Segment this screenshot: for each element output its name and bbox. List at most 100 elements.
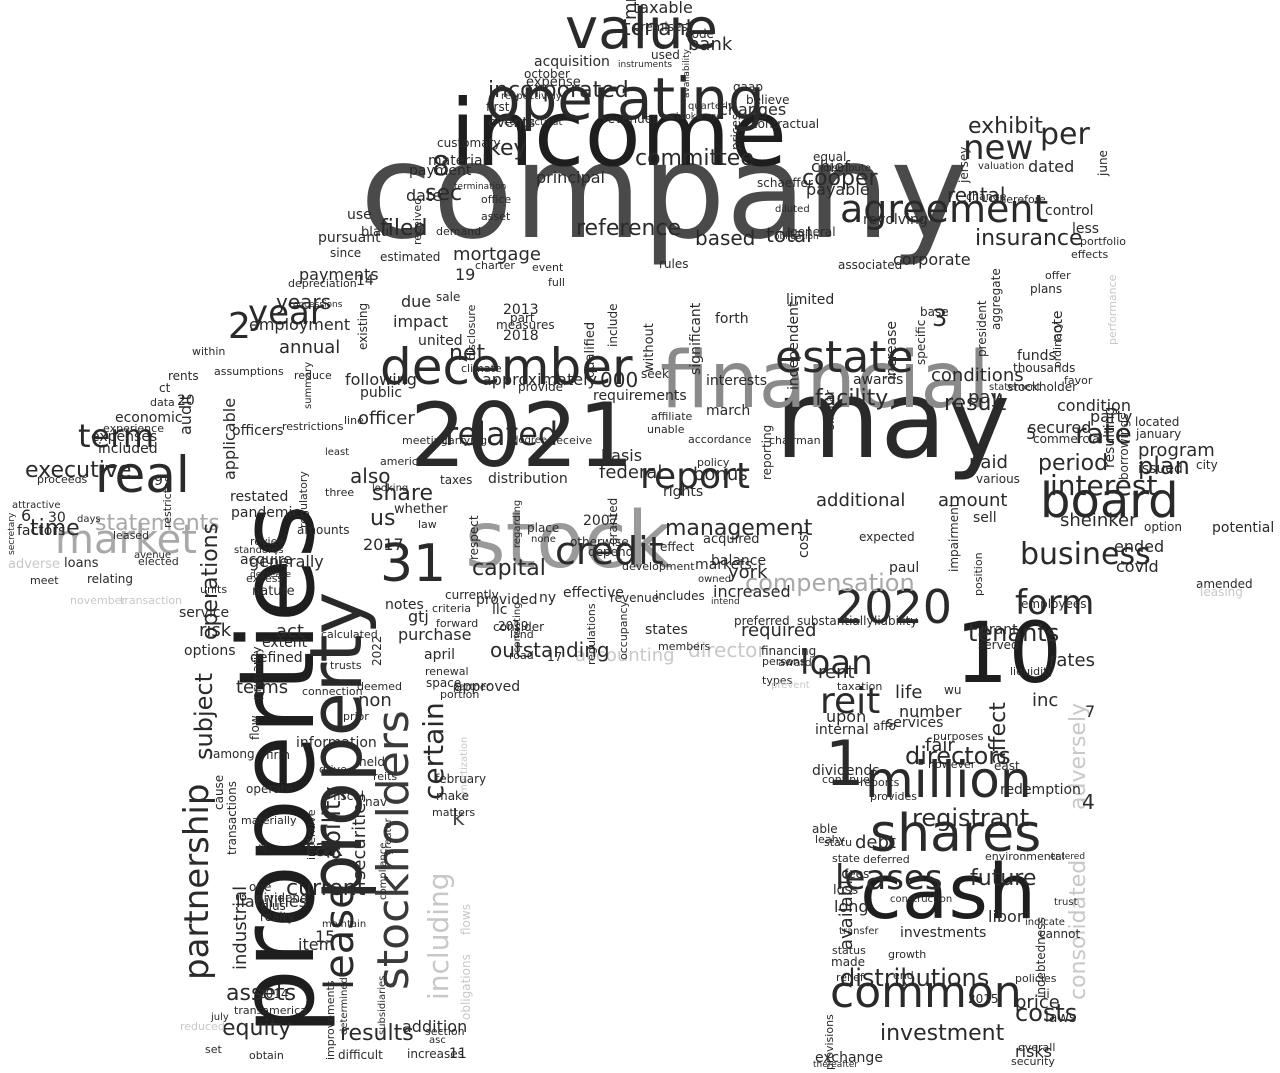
cloud-word: amended bbox=[1196, 577, 1253, 591]
cloud-word: state bbox=[832, 852, 860, 865]
cloud-word: reits bbox=[373, 770, 398, 783]
cloud-word: time bbox=[30, 516, 80, 541]
cloud-word: cost bbox=[796, 528, 812, 558]
cloud-word: east bbox=[994, 759, 1020, 773]
cloud-word: outstanding bbox=[490, 638, 610, 662]
cloud-word: credit bbox=[555, 529, 664, 573]
cloud-word: capital bbox=[472, 556, 546, 581]
cloud-word: business bbox=[1020, 537, 1151, 572]
cloud-word: used bbox=[651, 48, 680, 62]
cloud-word: maintain bbox=[322, 919, 367, 930]
cloud-word: excess bbox=[246, 572, 284, 585]
cloud-word: committee bbox=[635, 146, 754, 171]
cloud-word: matters bbox=[432, 806, 476, 819]
cloud-word: revolving bbox=[863, 212, 928, 228]
cloud-word: condition bbox=[1057, 396, 1131, 415]
cloud-word: funds bbox=[1017, 348, 1056, 364]
cloud-word: march bbox=[706, 403, 751, 419]
cloud-word: review bbox=[250, 535, 287, 548]
cloud-word: award bbox=[778, 656, 812, 669]
cloud-word: meet bbox=[30, 574, 59, 587]
cloud-word: carrying bbox=[442, 434, 488, 447]
cloud-word: related bbox=[445, 415, 559, 453]
cloud-word: overall bbox=[1018, 1041, 1056, 1054]
cloud-word: consider bbox=[493, 620, 545, 634]
cloud-word: resulting bbox=[1102, 406, 1118, 468]
cloud-word: taxable bbox=[633, 0, 693, 17]
cloud-word: act bbox=[276, 621, 304, 642]
cloud-word: renewal bbox=[425, 665, 469, 678]
cloud-word: value bbox=[565, 0, 718, 62]
cloud-word: 20 bbox=[177, 393, 195, 409]
cloud-word: non bbox=[358, 690, 392, 711]
cloud-word: estate bbox=[775, 332, 914, 383]
cloud-word: development bbox=[622, 560, 695, 573]
cloud-word: similar bbox=[823, 389, 837, 430]
cloud-word: annual bbox=[279, 337, 341, 358]
cloud-word: 2021 bbox=[410, 384, 634, 487]
cloud-word: leahy bbox=[815, 833, 846, 846]
cloud-word: number bbox=[899, 702, 962, 721]
cloud-word: increased bbox=[713, 582, 791, 601]
cloud-word: 10 bbox=[955, 604, 1062, 702]
cloud-word: note bbox=[1050, 310, 1066, 342]
cloud-word: trust bbox=[1054, 897, 1078, 908]
cloud-word: land bbox=[510, 628, 534, 641]
cloud-word: dividend bbox=[256, 891, 308, 905]
cloud-word: included bbox=[98, 441, 158, 457]
cloud-word: dated bbox=[1028, 157, 1075, 176]
cloud-word: believe bbox=[746, 93, 790, 107]
cloud-word: paid bbox=[969, 452, 1008, 473]
cloud-word: rent bbox=[818, 662, 855, 683]
cloud-word: road bbox=[509, 649, 534, 662]
cloud-word: requirements bbox=[593, 388, 687, 404]
cloud-word: executive bbox=[25, 458, 132, 483]
cloud-word: gtj bbox=[408, 607, 429, 626]
cloud-word: payable bbox=[806, 180, 870, 199]
cloud-word: office bbox=[481, 193, 512, 206]
cloud-word: reduce bbox=[294, 369, 332, 382]
cloud-word: april bbox=[424, 647, 456, 663]
cloud-word: among bbox=[213, 747, 255, 761]
cloud-word: effective bbox=[563, 585, 624, 601]
cloud-word: applicable bbox=[220, 397, 239, 480]
cloud-word: price bbox=[1015, 992, 1060, 1013]
cloud-word: partnership bbox=[177, 783, 217, 980]
cloud-word: 7 bbox=[1085, 702, 1096, 721]
cloud-word: addition bbox=[402, 1017, 468, 1036]
cloud-word: prior bbox=[343, 710, 369, 723]
cloud-word: intend bbox=[711, 597, 740, 607]
cloud-word: thousands bbox=[1013, 361, 1076, 375]
cloud-word: date bbox=[406, 186, 443, 205]
cloud-word: 5 bbox=[1026, 424, 1037, 443]
cloud-word: received bbox=[411, 197, 424, 245]
cloud-word: years bbox=[276, 290, 332, 314]
cloud-word: elected bbox=[138, 555, 179, 568]
cloud-word: favor bbox=[1064, 374, 1093, 387]
cloud-word: affo bbox=[873, 719, 896, 733]
cloud-word: inc bbox=[1032, 690, 1059, 711]
cloud-word: determined bbox=[339, 977, 350, 1035]
cloud-word: million bbox=[865, 751, 1032, 809]
cloud-word: covid bbox=[1116, 557, 1159, 576]
cloud-word: total bbox=[766, 223, 812, 247]
cloud-word: depreciation bbox=[288, 277, 357, 290]
cloud-word: current bbox=[286, 876, 366, 901]
cloud-word: statement bbox=[989, 382, 1041, 393]
cloud-word: laws bbox=[1045, 1010, 1077, 1026]
cloud-word: various bbox=[976, 472, 1020, 486]
cloud-word: schaeffer bbox=[757, 176, 813, 190]
cloud-word: cause bbox=[212, 774, 226, 810]
cloud-word: october bbox=[524, 67, 570, 81]
cloud-word: borrowings bbox=[1117, 413, 1131, 480]
cloud-word: rates bbox=[1049, 650, 1095, 671]
cloud-word: cash bbox=[860, 847, 1037, 936]
cloud-word: transactions bbox=[225, 780, 239, 855]
cloud-word: provided bbox=[476, 592, 538, 608]
cloud-word: notes bbox=[385, 597, 424, 613]
cloud-word: consisting bbox=[512, 602, 523, 653]
cloud-word: defined bbox=[250, 650, 303, 666]
cloud-word: payments bbox=[299, 265, 379, 284]
cloud-word: obligation bbox=[774, 232, 819, 242]
cloud-word: revenue bbox=[610, 591, 660, 605]
